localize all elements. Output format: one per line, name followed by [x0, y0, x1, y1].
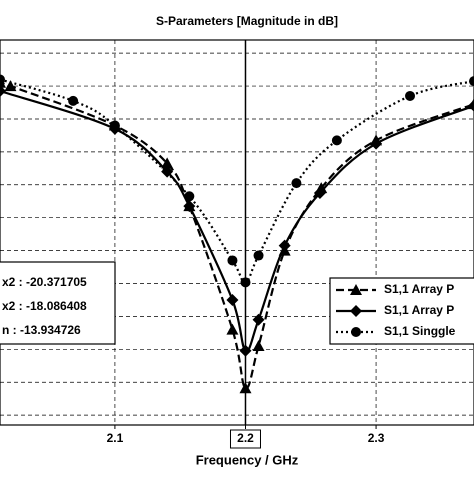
data-point: [370, 137, 383, 150]
data-point: [240, 277, 251, 288]
plot-frame: [0, 39, 474, 426]
data-point: [0, 74, 5, 85]
data-point: [252, 340, 265, 352]
data-point: [184, 191, 195, 202]
x-axis-label: Frequency / GHz: [196, 452, 299, 467]
legend-label: S1,1 Singgle: [384, 324, 456, 338]
legend-marker: [351, 327, 361, 337]
data-point: [291, 178, 302, 189]
data-point: [68, 95, 79, 106]
data-point: [161, 157, 174, 169]
series-line: [0, 78, 474, 284]
data-point: [226, 293, 239, 306]
data-point: [469, 76, 474, 87]
legend-label: S1,1 Array P: [384, 282, 454, 296]
data-point: [109, 120, 120, 131]
x-tick-label: 2.3: [368, 431, 385, 445]
data-point: [226, 323, 239, 335]
series-line: [0, 81, 474, 390]
data-point: [313, 187, 326, 200]
data-point: [239, 344, 252, 357]
x-tick-label: 2.2: [237, 431, 254, 445]
tick-box: [229, 429, 261, 449]
data-point: [0, 85, 6, 98]
data-point: [278, 239, 291, 252]
legend-marker: [350, 284, 362, 295]
chart-title: S-Parameters [Magnitude in dB]: [156, 14, 338, 28]
data-point: [331, 135, 342, 146]
annotation-box: [0, 261, 116, 345]
data-point: [227, 255, 238, 266]
annotation: n : -13.934726: [2, 323, 81, 337]
legend-label: S1,1 Array P: [384, 303, 454, 317]
data-point: [239, 382, 252, 394]
data-point: [4, 80, 17, 92]
legend-marker: [350, 305, 362, 317]
data-point: [183, 200, 196, 213]
data-point: [468, 99, 474, 112]
data-point: [252, 313, 265, 326]
data-point: [405, 90, 416, 101]
data-point: [253, 250, 264, 261]
annotation: x2 : -20.371705: [2, 275, 87, 289]
annotation: x2 : -18.086408: [2, 299, 87, 313]
x-tick-label: 2.1: [107, 431, 124, 445]
